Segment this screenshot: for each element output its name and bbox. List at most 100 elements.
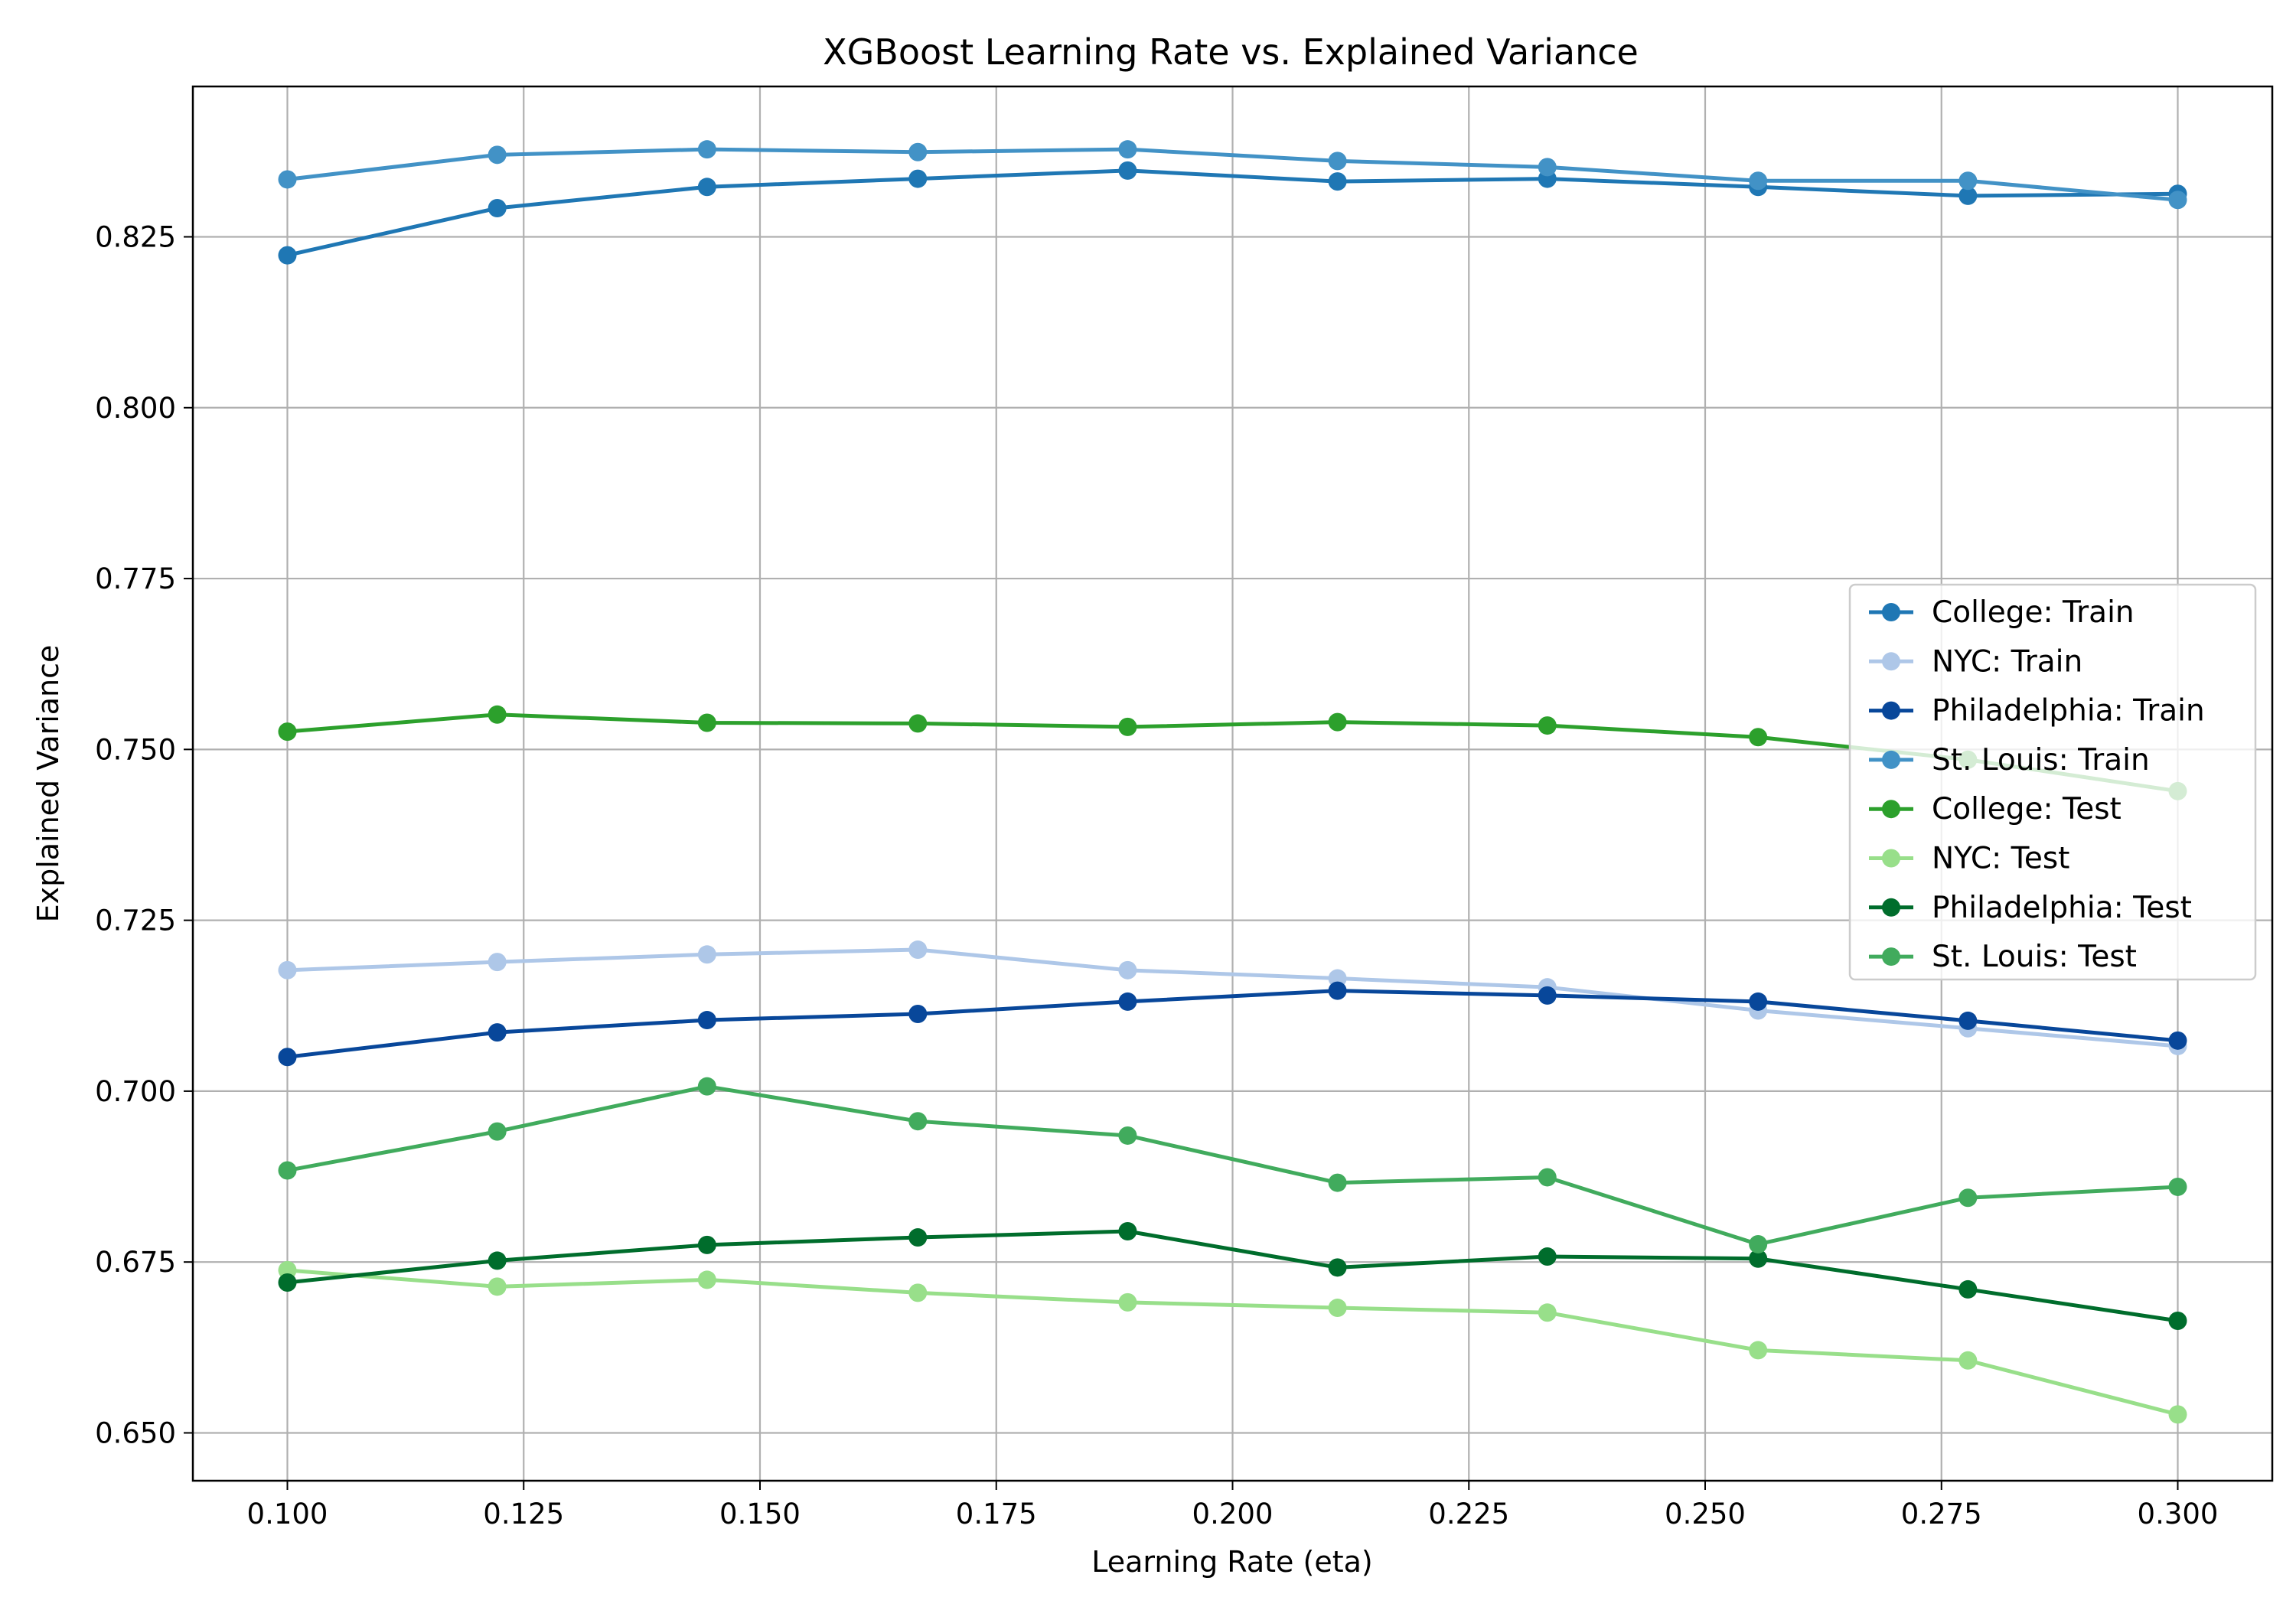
data-point: [1328, 712, 1347, 732]
x-tick-label: 0.300: [2138, 1498, 2219, 1530]
data-point: [908, 1004, 928, 1023]
data-point: [278, 246, 297, 265]
data-point: [908, 1228, 928, 1247]
data-point: [697, 945, 716, 964]
data-point: [1958, 1279, 1978, 1299]
y-tick-label: 0.725: [95, 905, 176, 937]
series-group: [278, 1260, 2187, 1424]
legend-items: College: Train NYC: Train Philadelphia: Tr…: [1869, 595, 2205, 974]
data-point: [1749, 1341, 1768, 1360]
data-point: [278, 170, 297, 189]
series-line: [285, 168, 2180, 258]
legend-marker: [1882, 750, 1900, 769]
data-point: [1958, 1351, 1978, 1370]
data-point: [908, 940, 928, 960]
data-point: [908, 169, 928, 188]
legend-label: St. Louis: Test: [1932, 940, 2137, 974]
data-point: [1538, 1168, 1557, 1187]
data-point: [488, 145, 507, 165]
legend-label: St. Louis: Train: [1932, 743, 2150, 777]
data-point: [278, 722, 297, 742]
legend-item: College: Test: [1869, 792, 2122, 826]
y-tick-label: 0.700: [95, 1075, 176, 1108]
x-tick-label: 0.275: [1901, 1498, 1982, 1530]
series-group: [278, 1222, 2187, 1331]
data-point: [1328, 172, 1347, 191]
y-tick-label: 0.775: [95, 562, 176, 595]
data-point: [1328, 152, 1347, 171]
data-point: [2168, 1031, 2187, 1050]
data-point: [278, 1273, 297, 1292]
data-point: [278, 960, 297, 980]
legend-item: NYC: Train: [1869, 644, 2082, 679]
legend-marker: [1882, 898, 1900, 917]
data-point: [488, 953, 507, 972]
data-point: [2168, 1177, 2187, 1196]
x-tick-label: 0.175: [956, 1498, 1037, 1530]
legend-item: Philadelphia: Test: [1869, 891, 2192, 925]
legend-item: St. Louis: Train: [1869, 743, 2150, 777]
legend-marker: [1882, 701, 1900, 720]
legend-label: Philadelphia: Train: [1932, 694, 2205, 729]
legend-label: NYC: Test: [1932, 842, 2069, 876]
series-group: [278, 161, 2187, 265]
data-point: [488, 1251, 507, 1270]
data-point: [2168, 1312, 2187, 1331]
x-tick-label: 0.150: [719, 1498, 801, 1530]
data-point: [908, 142, 928, 161]
x-tick-label: 0.200: [1192, 1498, 1274, 1530]
legend-item: College: Train: [1869, 595, 2135, 630]
legend-marker: [1882, 800, 1900, 819]
y-tick-label: 0.800: [95, 392, 176, 425]
data-point: [1749, 728, 1768, 747]
data-point: [1749, 171, 1768, 191]
series-line: [285, 947, 2180, 1048]
data-point: [278, 1161, 297, 1180]
data-point: [1118, 140, 1137, 159]
data-point: [697, 1235, 716, 1254]
legend-marker: [1882, 947, 1900, 966]
y-axis-label: Explained Variance: [31, 645, 65, 923]
series-line: [285, 989, 2180, 1059]
data-point: [1538, 158, 1557, 177]
y-tick-label: 0.675: [95, 1246, 176, 1279]
legend-marker: [1882, 652, 1900, 671]
data-point: [1328, 1173, 1347, 1192]
x-tick-label: 0.225: [1428, 1498, 1509, 1530]
data-point: [1328, 981, 1347, 1000]
data-point: [908, 714, 928, 733]
legend-marker: [1882, 849, 1900, 868]
data-point: [697, 1011, 716, 1030]
legend-frame: [1848, 583, 2257, 981]
series-group: [278, 1077, 2187, 1253]
x-tick-label: 0.125: [483, 1498, 564, 1530]
data-point: [488, 1023, 507, 1042]
legend-item: NYC: Test: [1869, 842, 2069, 876]
data-point: [488, 1277, 507, 1296]
y-tick-label: 0.650: [95, 1416, 176, 1449]
x-tick-label: 0.100: [247, 1498, 328, 1530]
data-point: [2168, 191, 2187, 210]
x-tick-label: 0.250: [1665, 1498, 1746, 1530]
data-point: [1538, 986, 1557, 1005]
legend-item: Philadelphia: Train: [1869, 694, 2205, 729]
series-line: [285, 1084, 2180, 1247]
legend-marker: [1882, 603, 1900, 621]
series-line: [285, 1229, 2180, 1323]
data-point: [697, 178, 716, 197]
data-point: [1749, 1249, 1768, 1268]
data-point: [1958, 1188, 1978, 1208]
series-group: [278, 981, 2187, 1067]
legend-label: NYC: Train: [1932, 644, 2082, 679]
data-point: [908, 1112, 928, 1131]
data-point: [1118, 960, 1137, 980]
legend-item: St. Louis: Test: [1869, 940, 2137, 974]
data-point: [1538, 716, 1557, 735]
legend: College: Train NYC: Train Philadelphia: Tr…: [1848, 583, 2257, 981]
data-point: [488, 1122, 507, 1141]
data-point: [1958, 1011, 1978, 1030]
data-point: [1118, 1126, 1137, 1145]
data-point: [1749, 992, 1768, 1011]
data-point: [1958, 186, 1978, 205]
